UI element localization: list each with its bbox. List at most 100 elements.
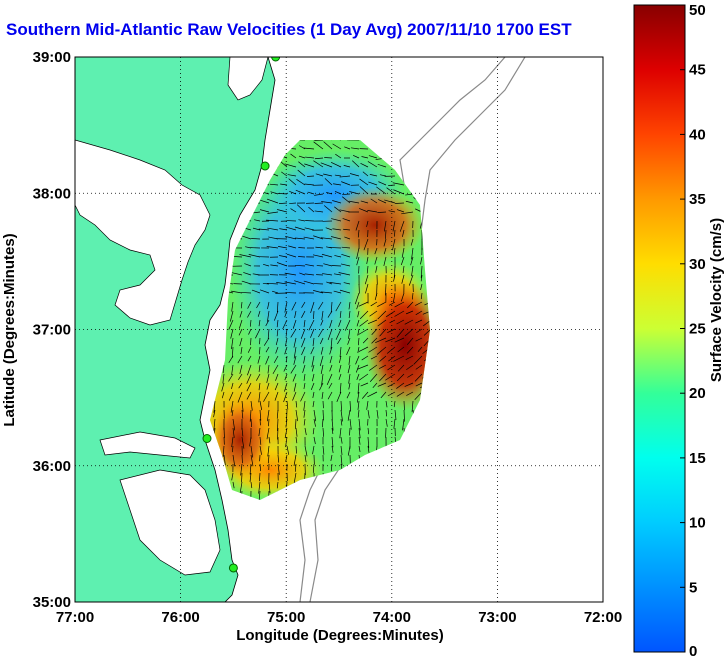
station-marker bbox=[202, 434, 212, 443]
velocity-vector bbox=[329, 346, 333, 355]
velocity-field bbox=[210, 140, 430, 500]
velocity-vector bbox=[304, 454, 307, 463]
velocity-vector bbox=[284, 281, 297, 285]
velocity-vector bbox=[401, 247, 405, 258]
velocity-vector bbox=[321, 418, 324, 428]
velocity-vector bbox=[228, 391, 234, 401]
velocity-vector bbox=[335, 153, 342, 159]
velocity-vector bbox=[231, 272, 243, 276]
velocity-vector bbox=[349, 400, 351, 412]
x-tick-label: 77:00 bbox=[56, 609, 94, 626]
velocity-vector bbox=[312, 254, 324, 258]
velocity-vector bbox=[293, 337, 297, 348]
velocity-vector bbox=[288, 245, 297, 249]
velocity-vector bbox=[394, 409, 397, 420]
velocity-vector bbox=[369, 174, 378, 177]
colorbar bbox=[633, 4, 686, 653]
chesapeake-bay bbox=[75, 139, 211, 326]
velocity-vector bbox=[258, 382, 261, 391]
velocity-vector bbox=[304, 163, 315, 168]
velocity-vector bbox=[321, 201, 333, 204]
velocity-vector bbox=[377, 211, 387, 213]
velocity-vector bbox=[383, 220, 387, 232]
velocity-vector bbox=[303, 236, 315, 240]
velocity-vector bbox=[401, 211, 414, 215]
velocity-vector bbox=[231, 364, 234, 375]
x-tick-label: 73:00 bbox=[478, 609, 516, 626]
velocity-vector bbox=[240, 463, 243, 476]
velocity-vector bbox=[347, 364, 351, 374]
velocity-vector bbox=[276, 319, 279, 328]
velocity-vector bbox=[263, 391, 270, 402]
velocity-vector bbox=[368, 155, 378, 159]
velocity-vector bbox=[276, 481, 279, 489]
velocity-vector bbox=[221, 382, 225, 392]
colorbar-tick-label: 30 bbox=[689, 256, 706, 273]
velocity-vector bbox=[232, 418, 236, 431]
velocity-vector bbox=[250, 418, 253, 428]
velocity-vector bbox=[367, 319, 378, 325]
velocity-vector bbox=[241, 409, 244, 419]
velocity-vector bbox=[321, 253, 333, 258]
velocity-vector bbox=[388, 355, 396, 362]
velocity-vector bbox=[340, 409, 343, 422]
velocity-vector bbox=[284, 272, 297, 276]
velocity-vector bbox=[318, 301, 324, 310]
velocity-vector bbox=[267, 227, 279, 231]
velocity-vector bbox=[358, 427, 361, 439]
velocity-vector bbox=[385, 229, 387, 239]
velocity-vector bbox=[385, 310, 396, 318]
velocity-vector bbox=[305, 156, 315, 159]
velocity-vector bbox=[276, 262, 288, 267]
velocity-vector bbox=[416, 328, 423, 334]
x-axis-label: Longitude (Degrees:Minutes) bbox=[236, 627, 444, 644]
velocity-vector bbox=[331, 427, 334, 435]
velocity-vector bbox=[330, 337, 333, 350]
velocity-vector bbox=[349, 173, 360, 177]
velocity-vector bbox=[258, 364, 261, 372]
velocity-vector bbox=[340, 454, 343, 466]
velocity-vector bbox=[257, 310, 261, 317]
velocity-vector bbox=[411, 265, 414, 277]
velocity-vector bbox=[315, 173, 324, 177]
velocity-vector bbox=[221, 391, 225, 399]
velocity-vector bbox=[342, 218, 351, 222]
velocity-vector bbox=[284, 346, 288, 355]
velocity-vector bbox=[258, 481, 261, 494]
velocity-vector bbox=[329, 282, 342, 285]
velocity-vector bbox=[335, 301, 342, 312]
velocity-vector bbox=[331, 445, 334, 453]
velocity-vector bbox=[230, 328, 234, 339]
velocity-vector bbox=[296, 204, 306, 213]
velocity-vector bbox=[268, 418, 270, 427]
velocity-vector bbox=[371, 328, 378, 335]
velocity-vector bbox=[304, 427, 307, 436]
velocity-vector bbox=[289, 202, 297, 204]
velocity-vector bbox=[343, 282, 351, 285]
velocity-vector bbox=[313, 141, 324, 150]
velocity-vector bbox=[358, 418, 361, 431]
velocity-vector bbox=[377, 382, 387, 387]
y-tick-label: 35:00 bbox=[33, 594, 71, 611]
velocity-vector bbox=[281, 171, 288, 177]
velocity-vector bbox=[257, 355, 261, 364]
velocity-vector bbox=[334, 206, 342, 213]
velocity-vector bbox=[258, 228, 270, 231]
velocity-vector bbox=[361, 355, 369, 361]
y-tick-label: 37:00 bbox=[33, 322, 71, 339]
velocity-vector bbox=[357, 346, 360, 354]
velocity-vector bbox=[406, 364, 414, 371]
velocity-vector bbox=[396, 319, 405, 325]
velocity-vector bbox=[222, 445, 225, 457]
velocity-vector bbox=[213, 409, 216, 418]
velocity-vector bbox=[318, 328, 324, 338]
velocity-vector bbox=[267, 301, 270, 310]
velocity-vector bbox=[361, 391, 369, 399]
velocity-vector bbox=[315, 246, 324, 249]
velocity-vector bbox=[379, 174, 387, 177]
velocity-vector bbox=[340, 445, 343, 455]
velocity-vector bbox=[339, 346, 342, 357]
velocity-vector bbox=[396, 209, 405, 213]
velocity-vector bbox=[295, 264, 306, 267]
velocity-vector bbox=[250, 445, 253, 458]
